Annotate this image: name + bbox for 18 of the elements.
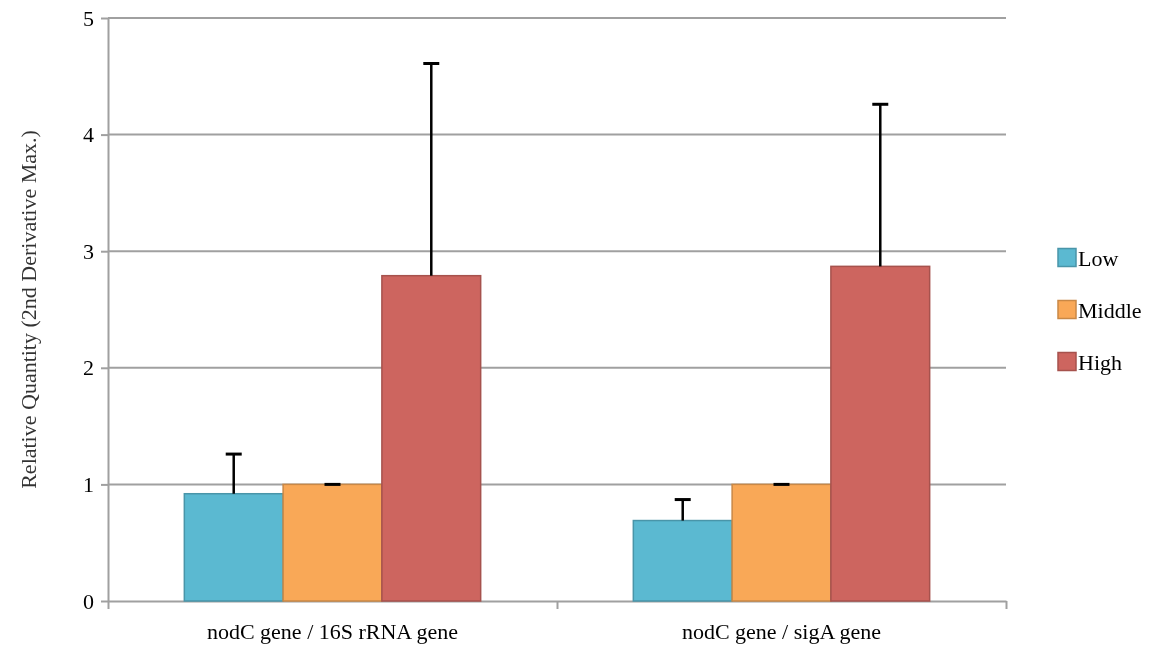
y-tick-label: 3: [83, 238, 94, 264]
y-tick-label: 4: [83, 122, 94, 148]
x-tick-label: nodC gene / 16S rRNA gene: [206, 619, 459, 644]
y-tick-label: 0: [83, 588, 94, 614]
y-axis-title: Relative Quantity (2nd Derivative Max.): [16, 130, 41, 489]
legend-label: Low: [1078, 245, 1119, 271]
legend-label: Middle: [1078, 297, 1142, 323]
bar: [381, 274, 482, 602]
y-tick-label: 2: [83, 355, 94, 381]
bar: [731, 483, 832, 602]
y-tick-label: 5: [83, 5, 94, 31]
y-tick-label: 1: [83, 471, 94, 497]
legend-label: High: [1078, 349, 1122, 375]
x-tick-label: nodC gene / sigA gene: [681, 619, 882, 644]
bar: [632, 519, 733, 602]
bar: [183, 492, 284, 602]
bar: [830, 265, 931, 602]
bar: [282, 483, 383, 602]
